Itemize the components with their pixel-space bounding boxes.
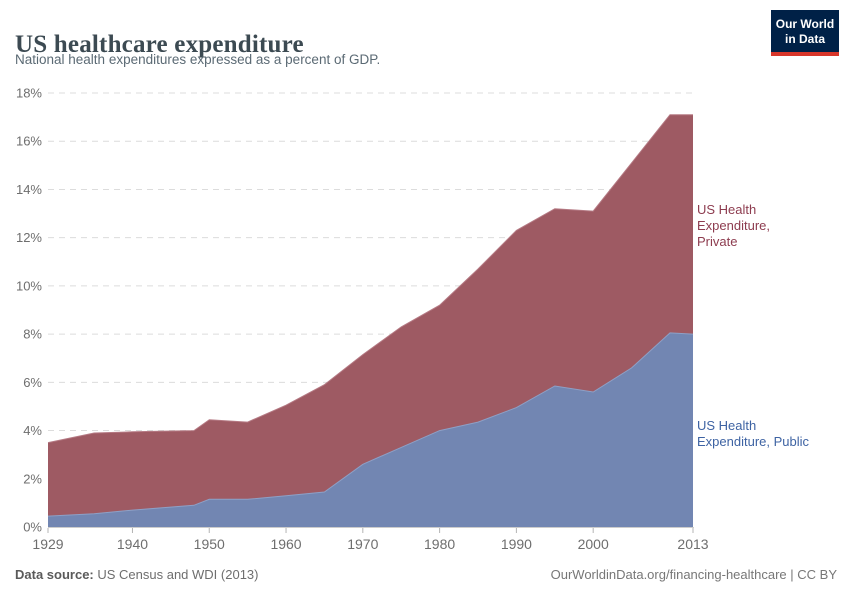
series-label-private: US Health Expenditure, Private bbox=[697, 202, 770, 249]
y-axis-label: 12% bbox=[16, 230, 42, 245]
y-axis-label: 16% bbox=[16, 134, 42, 149]
x-axis-label: 1960 bbox=[270, 536, 301, 552]
citation-link[interactable]: OurWorldinData.org/financing-healthcare … bbox=[550, 567, 837, 582]
chart-footer: Data source: US Census and WDI (2013) Ou… bbox=[15, 567, 837, 582]
y-axis-label: 10% bbox=[16, 278, 42, 293]
y-axis-label: 8% bbox=[23, 327, 42, 342]
area-public[interactable] bbox=[48, 332, 693, 527]
x-axis-label: 1940 bbox=[117, 536, 148, 552]
y-axis-label: 18% bbox=[16, 86, 42, 101]
x-axis-label: 1950 bbox=[194, 536, 225, 552]
x-axis-label: 2000 bbox=[578, 536, 609, 552]
area-edge-private bbox=[47, 114, 693, 444]
x-axis-label: 1929 bbox=[32, 536, 63, 552]
series-label-public: US Health Expenditure, Public bbox=[697, 418, 810, 449]
owid-logo[interactable]: Our World in Data bbox=[771, 10, 839, 56]
owid-logo-line1: Our World bbox=[775, 17, 835, 31]
area-edge-public bbox=[47, 332, 694, 517]
x-axis-label: 1990 bbox=[501, 536, 532, 552]
x-axis-label: 2013 bbox=[677, 536, 708, 552]
chart-canvas: 0% 2% 4% 6% 8% 10% 12% 14% 16% 18% 1929 1940 1950 196… bbox=[16, 86, 709, 553]
x-axis-label: 1970 bbox=[347, 536, 378, 552]
data-source-label: Data source: bbox=[15, 567, 94, 582]
page-subtitle: National health expenditures expressed a… bbox=[15, 52, 381, 67]
x-axis-label: 1980 bbox=[424, 536, 455, 552]
page-title: US healthcare expenditure bbox=[15, 30, 304, 58]
y-axis-label: 0% bbox=[23, 520, 42, 535]
y-axis-label: 14% bbox=[16, 182, 42, 197]
y-axis-label: 4% bbox=[23, 423, 42, 438]
data-source: Data source: US Census and WDI (2013) bbox=[15, 567, 258, 582]
data-source-value: US Census and WDI (2013) bbox=[93, 567, 259, 582]
y-axis-label: 2% bbox=[23, 471, 42, 486]
owid-logo-line2: in Data bbox=[784, 32, 825, 46]
y-axis-label: 6% bbox=[23, 375, 42, 390]
